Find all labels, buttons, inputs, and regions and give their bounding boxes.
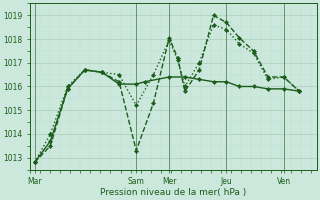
X-axis label: Pression niveau de la mer( hPa ): Pression niveau de la mer( hPa ) bbox=[100, 188, 247, 197]
